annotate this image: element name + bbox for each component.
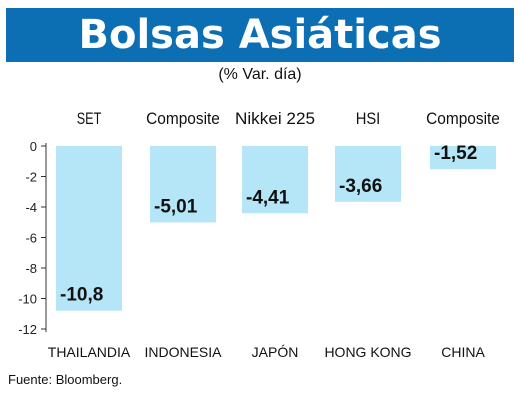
index-name-label: SET bbox=[77, 109, 102, 128]
title-banner: Bolsas Asiáticas bbox=[6, 8, 514, 62]
bar bbox=[56, 146, 122, 311]
category-label: INDONESIA bbox=[144, 344, 222, 360]
y-tick-label: -10 bbox=[18, 292, 37, 307]
y-tick-label: 0 bbox=[30, 139, 37, 154]
category-label: JAPÓN bbox=[252, 344, 299, 360]
index-name-label: Nikkei 225 bbox=[235, 109, 315, 128]
chart-subtitle: (% Var. día) bbox=[218, 66, 302, 83]
value-label: -10,8 bbox=[60, 285, 103, 306]
category-label: CHINA bbox=[441, 344, 485, 360]
index-name-label: Composite bbox=[426, 109, 500, 128]
bar bbox=[150, 146, 216, 223]
y-tick-label: -4 bbox=[25, 200, 37, 215]
index-name-label: Composite bbox=[146, 109, 220, 128]
category-label: HONG KONG bbox=[324, 344, 411, 360]
source-note: Fuente: Bloomberg. bbox=[8, 372, 123, 387]
value-label: -5,01 bbox=[154, 196, 198, 217]
y-tick-label: -8 bbox=[25, 261, 37, 276]
value-label: -1,52 bbox=[434, 143, 477, 164]
index-name-label: HSI bbox=[356, 109, 381, 128]
y-tick-label: -2 bbox=[25, 170, 37, 185]
chart-title: Bolsas Asiáticas bbox=[78, 12, 442, 58]
value-label: -4,41 bbox=[246, 187, 290, 208]
bar bbox=[430, 146, 496, 170]
value-label: -3,66 bbox=[339, 176, 382, 197]
y-tick-label: -6 bbox=[25, 231, 37, 246]
y-tick-label: -12 bbox=[18, 322, 37, 337]
category-label: THAILANDIA bbox=[48, 344, 131, 360]
bar bbox=[335, 146, 401, 202]
bar bbox=[242, 146, 308, 214]
